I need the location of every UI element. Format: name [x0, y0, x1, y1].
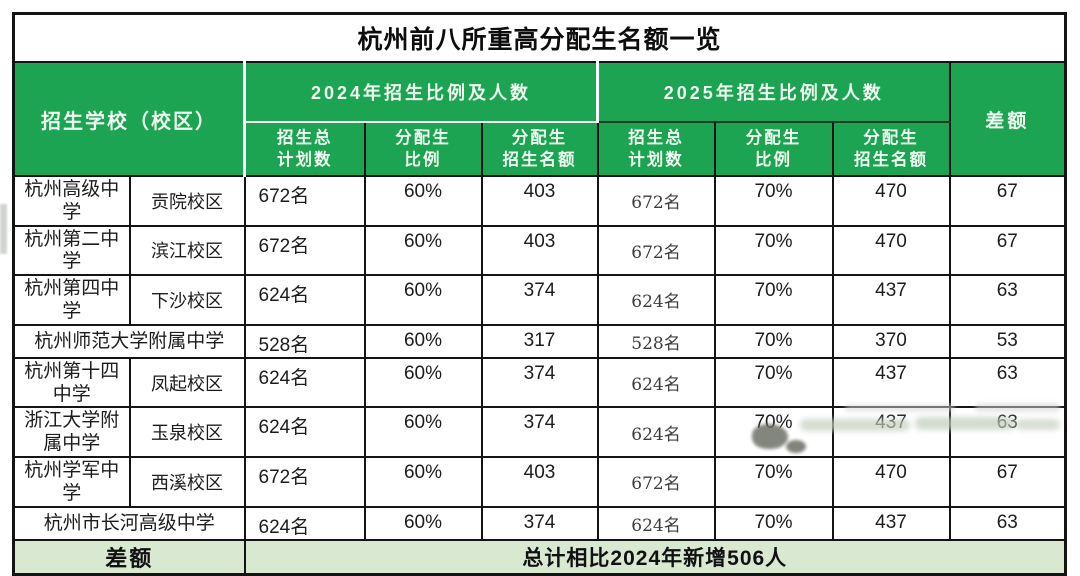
cell-quota-2025: 437: [831, 274, 951, 326]
table-row: 杭州师范大学附属中学 528名 60% 317 528名 70% 370 53: [12, 323, 1067, 359]
footer-diff-label: 差额: [12, 538, 246, 576]
cell-plan-2025: 624名: [596, 274, 716, 326]
cell-ratio-2025: 70%: [713, 455, 834, 508]
cell-school: 浙江大学附属中学: [12, 406, 131, 458]
cell-ratio-2025: 70%: [713, 406, 834, 458]
header-school-col: 招生学校（校区）: [13, 62, 246, 177]
cell-quota-2025: 370: [831, 323, 951, 359]
cell-ratio-2024: 60%: [363, 323, 483, 359]
header-2024-ratio: 分配生 比例: [363, 122, 483, 177]
header-group-row: 招生学校（校区） 2024年招生比例及人数 2025年招生比例及人数 差额: [13, 62, 1066, 177]
cell-quota-2025: 437: [831, 356, 951, 409]
cell-campus: 西溪校区: [128, 455, 246, 508]
cell-quota-2024: 374: [480, 505, 599, 541]
header-2025-quota: 分配生 招生名额: [831, 122, 951, 177]
cell-ratio-2024: 60%: [363, 274, 483, 326]
cell-plan-2024: 672名: [243, 224, 366, 277]
cell-ratio-2024: 60%: [363, 175, 483, 227]
cell-school: 杭州高级中学: [12, 175, 131, 227]
header-2025-ratio: 分配生 比例: [713, 122, 834, 177]
page-title: 杭州前八所重高分配生名额一览: [13, 13, 1066, 63]
cell-campus: 滨江校区: [128, 224, 246, 277]
header-2024-plan: 招生总 计划数: [243, 122, 366, 177]
cell-quota-2025: 437: [831, 505, 951, 541]
table-row: 杭州第四中学 下沙校区 624名 60% 374 624名 70% 437 63: [12, 274, 1067, 326]
cell-diff: 63: [948, 274, 1067, 326]
cell-campus: 下沙校区: [128, 274, 246, 326]
cell-quota-2024: 403: [480, 175, 599, 227]
cell-plan-2024: 624名: [243, 356, 366, 409]
cell-plan-2024: 624名: [243, 406, 366, 458]
cell-school: 杭州学军中学: [12, 455, 131, 508]
cell-plan-2024: 624名: [243, 505, 366, 541]
cell-diff: 63: [948, 406, 1067, 458]
cell-ratio-2025: 70%: [713, 356, 834, 409]
cell-school-merged: 杭州师范大学附属中学: [12, 323, 246, 359]
cell-plan-2025: 672名: [596, 455, 716, 508]
cell-diff: 63: [948, 505, 1067, 541]
cell-plan-2025: 624名: [596, 505, 716, 541]
cell-ratio-2024: 60%: [363, 224, 483, 277]
cell-plan-2025: 672名: [596, 224, 716, 277]
cell-school: 杭州第四中学: [12, 274, 131, 326]
cell-plan-2025: 624名: [596, 356, 716, 409]
cell-plan-2024: 672名: [243, 455, 366, 508]
edge-artifact: [0, 204, 7, 254]
cell-campus: 玉泉校区: [128, 406, 246, 458]
cell-ratio-2024: 60%: [363, 406, 483, 458]
cell-quota-2024: 403: [480, 455, 599, 508]
header-group-2024: 2024年招生比例及人数: [243, 62, 599, 124]
header-diff-col: 差额: [948, 62, 1066, 177]
cell-ratio-2025: 70%: [713, 323, 834, 359]
cell-plan-2025: 528名: [596, 323, 716, 359]
title-row: 杭州前八所重高分配生名额一览: [13, 13, 1066, 63]
table-row: 杭州第十四中学 凤起校区 624名 60% 374 624名 70% 437 6…: [12, 356, 1067, 409]
table-row: 杭州高级中学 贡院校区 672名 60% 403 672名 70% 470 67: [12, 175, 1067, 227]
cell-school-merged: 杭州市长河高级中学: [12, 505, 246, 541]
cell-ratio-2024: 60%: [363, 505, 483, 541]
cell-diff: 67: [948, 175, 1067, 227]
table-row: 杭州学军中学 西溪校区 672名 60% 403 672名 70% 470 67: [12, 455, 1067, 508]
cell-ratio-2025: 70%: [713, 224, 834, 277]
cell-diff: 67: [948, 224, 1067, 277]
cell-quota-2024: 374: [480, 406, 599, 458]
cell-quota-2024: 317: [480, 323, 599, 359]
allocation-quota-table: 杭州前八所重高分配生名额一览 招生学校（校区） 2024年招生比例及人数 202…: [12, 12, 1068, 576]
cell-quota-2025: 470: [831, 224, 951, 277]
cell-diff: 63: [948, 356, 1067, 409]
footer-row: 差额 总计相比2024年新增506人: [12, 538, 1067, 576]
cell-diff: 67: [948, 455, 1067, 508]
cell-plan-2024: 528名: [243, 323, 366, 359]
header-group-2025: 2025年招生比例及人数: [597, 62, 951, 124]
cell-plan-2025: 624名: [596, 406, 716, 458]
cell-plan-2024: 672名: [243, 175, 366, 227]
header-2025-plan: 招生总 计划数: [596, 122, 716, 177]
cell-quota-2025: 470: [831, 175, 951, 227]
cell-quota-2024: 403: [480, 224, 599, 277]
cell-school: 杭州第十四中学: [12, 356, 131, 409]
cell-plan-2025: 672名: [596, 175, 716, 227]
cell-quota-2024: 374: [480, 274, 599, 326]
cell-campus: 贡院校区: [128, 175, 246, 227]
cell-quota-2025: 470: [831, 455, 951, 508]
cell-ratio-2025: 70%: [713, 274, 834, 326]
cell-plan-2024: 624名: [243, 274, 366, 326]
header-2024-quota: 分配生 招生名额: [480, 122, 599, 177]
table-row: 杭州市长河高级中学 624名 60% 374 624名 70% 437 63: [12, 505, 1067, 541]
cell-ratio-2025: 70%: [713, 175, 834, 227]
cell-diff: 53: [948, 323, 1067, 359]
cell-ratio-2025: 70%: [713, 505, 834, 541]
header-sub-row: 招生总 计划数 分配生 比例 分配生 招生名额 招生总 计划数 分配生 比例 分…: [14, 122, 1066, 177]
table-row: 杭州第二中学 滨江校区 672名 60% 403 672名 70% 470 67: [12, 224, 1067, 277]
cell-quota-2024: 374: [480, 356, 599, 409]
cell-campus: 凤起校区: [128, 356, 246, 409]
table-row: 浙江大学附属中学 玉泉校区 624名 60% 374 624名 70% 437 …: [12, 406, 1067, 458]
footer-summary: 总计相比2024年新增506人: [243, 538, 1067, 576]
cell-quota-2025: 437: [831, 406, 951, 458]
cell-school: 杭州第二中学: [12, 224, 131, 277]
cell-ratio-2024: 60%: [363, 455, 483, 508]
cell-ratio-2024: 60%: [363, 356, 483, 409]
